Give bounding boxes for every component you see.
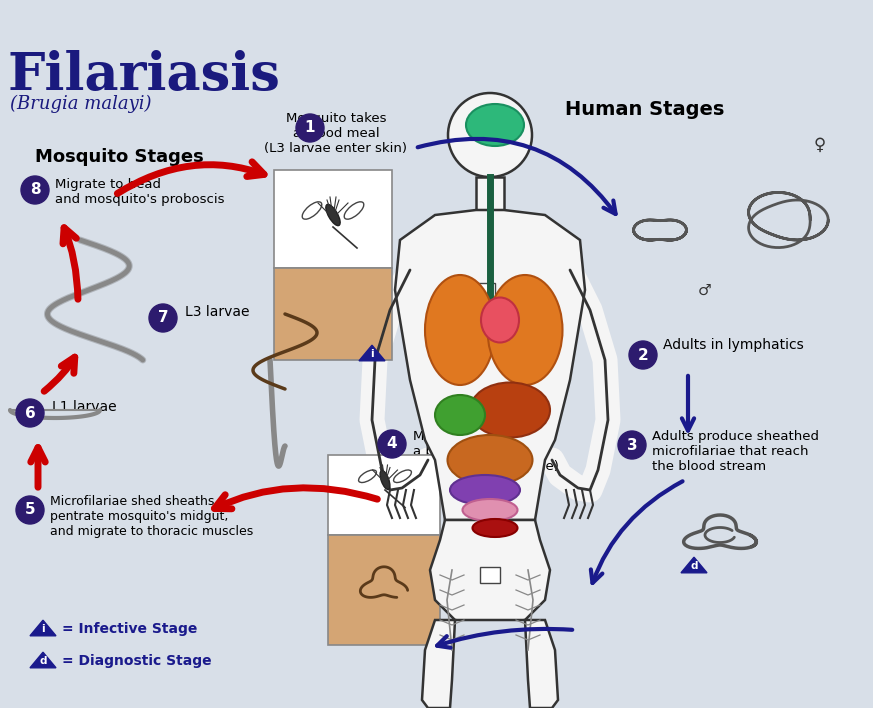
- FancyArrowPatch shape: [63, 228, 78, 299]
- Circle shape: [16, 399, 44, 427]
- Text: = Infective Stage: = Infective Stage: [62, 622, 197, 636]
- Circle shape: [16, 496, 44, 524]
- Polygon shape: [525, 620, 558, 708]
- Ellipse shape: [472, 519, 518, 537]
- Text: i: i: [370, 349, 374, 359]
- Circle shape: [448, 93, 532, 177]
- Circle shape: [629, 341, 657, 369]
- FancyArrowPatch shape: [117, 162, 265, 193]
- Circle shape: [149, 304, 177, 332]
- Polygon shape: [476, 177, 504, 210]
- Bar: [475, 283, 495, 299]
- Polygon shape: [30, 652, 56, 668]
- Text: L3 larvae: L3 larvae: [185, 305, 250, 319]
- FancyArrowPatch shape: [45, 357, 75, 392]
- Text: L1 larvae: L1 larvae: [52, 400, 117, 414]
- Ellipse shape: [380, 471, 390, 489]
- Ellipse shape: [463, 499, 518, 521]
- Bar: [328, 535, 440, 645]
- Text: Migrate to head
and mosquito's proboscis: Migrate to head and mosquito's proboscis: [55, 178, 224, 206]
- Text: 4: 4: [387, 437, 397, 452]
- FancyArrowPatch shape: [682, 376, 694, 430]
- Circle shape: [618, 431, 646, 459]
- Ellipse shape: [326, 205, 340, 226]
- Ellipse shape: [425, 275, 495, 385]
- Text: Mosquito Stages: Mosquito Stages: [35, 148, 203, 166]
- Text: Microfilariae shed sheaths,
pentrate mosquito's midgut,
and migrate to thoracic : Microfilariae shed sheaths, pentrate mos…: [50, 495, 253, 538]
- Circle shape: [21, 176, 49, 204]
- Text: ♂: ♂: [698, 282, 711, 297]
- Ellipse shape: [487, 275, 562, 385]
- Bar: [480, 567, 500, 583]
- Ellipse shape: [470, 382, 550, 438]
- Text: = Diagnostic Stage: = Diagnostic Stage: [62, 654, 211, 668]
- Circle shape: [296, 114, 324, 142]
- Polygon shape: [30, 620, 56, 636]
- Text: 5: 5: [24, 503, 35, 518]
- Ellipse shape: [450, 475, 520, 505]
- FancyArrowPatch shape: [31, 447, 45, 487]
- Ellipse shape: [466, 104, 524, 146]
- Text: 3: 3: [627, 438, 637, 452]
- Text: Mosquito takes
a blood meal
(L3 larvae enter skin): Mosquito takes a blood meal (L3 larvae e…: [265, 112, 408, 155]
- Polygon shape: [422, 620, 455, 708]
- Ellipse shape: [481, 297, 519, 343]
- Text: d: d: [39, 656, 47, 666]
- Text: 2: 2: [637, 348, 649, 362]
- Text: Mosquito takes
a blood meal
(ingests microfilariae): Mosquito takes a blood meal (ingests mic…: [413, 430, 559, 473]
- Text: d: d: [691, 561, 698, 571]
- Polygon shape: [395, 210, 585, 520]
- Text: 6: 6: [24, 406, 36, 421]
- Text: Adults in lymphatics: Adults in lymphatics: [663, 338, 804, 352]
- Circle shape: [378, 430, 406, 458]
- Text: Human Stages: Human Stages: [565, 100, 725, 119]
- FancyArrowPatch shape: [417, 139, 615, 214]
- Text: 7: 7: [158, 311, 168, 326]
- Ellipse shape: [435, 395, 485, 435]
- Text: ♀: ♀: [814, 136, 826, 154]
- Polygon shape: [681, 557, 707, 573]
- Text: Adults produce sheathed
microfilariae that reach
the blood stream: Adults produce sheathed microfilariae th…: [652, 430, 819, 473]
- Ellipse shape: [448, 435, 533, 485]
- Text: i: i: [41, 624, 45, 634]
- FancyArrowPatch shape: [591, 481, 683, 583]
- Text: 8: 8: [30, 183, 40, 198]
- Text: Filariasis: Filariasis: [8, 50, 281, 101]
- FancyArrowPatch shape: [215, 488, 377, 509]
- Bar: [328, 455, 440, 535]
- Bar: [274, 170, 392, 268]
- Text: 1: 1: [305, 120, 315, 135]
- Polygon shape: [430, 520, 550, 620]
- FancyArrowPatch shape: [437, 629, 572, 648]
- Polygon shape: [359, 346, 385, 361]
- Bar: [274, 268, 392, 360]
- Text: (Brugia malayi): (Brugia malayi): [10, 95, 152, 113]
